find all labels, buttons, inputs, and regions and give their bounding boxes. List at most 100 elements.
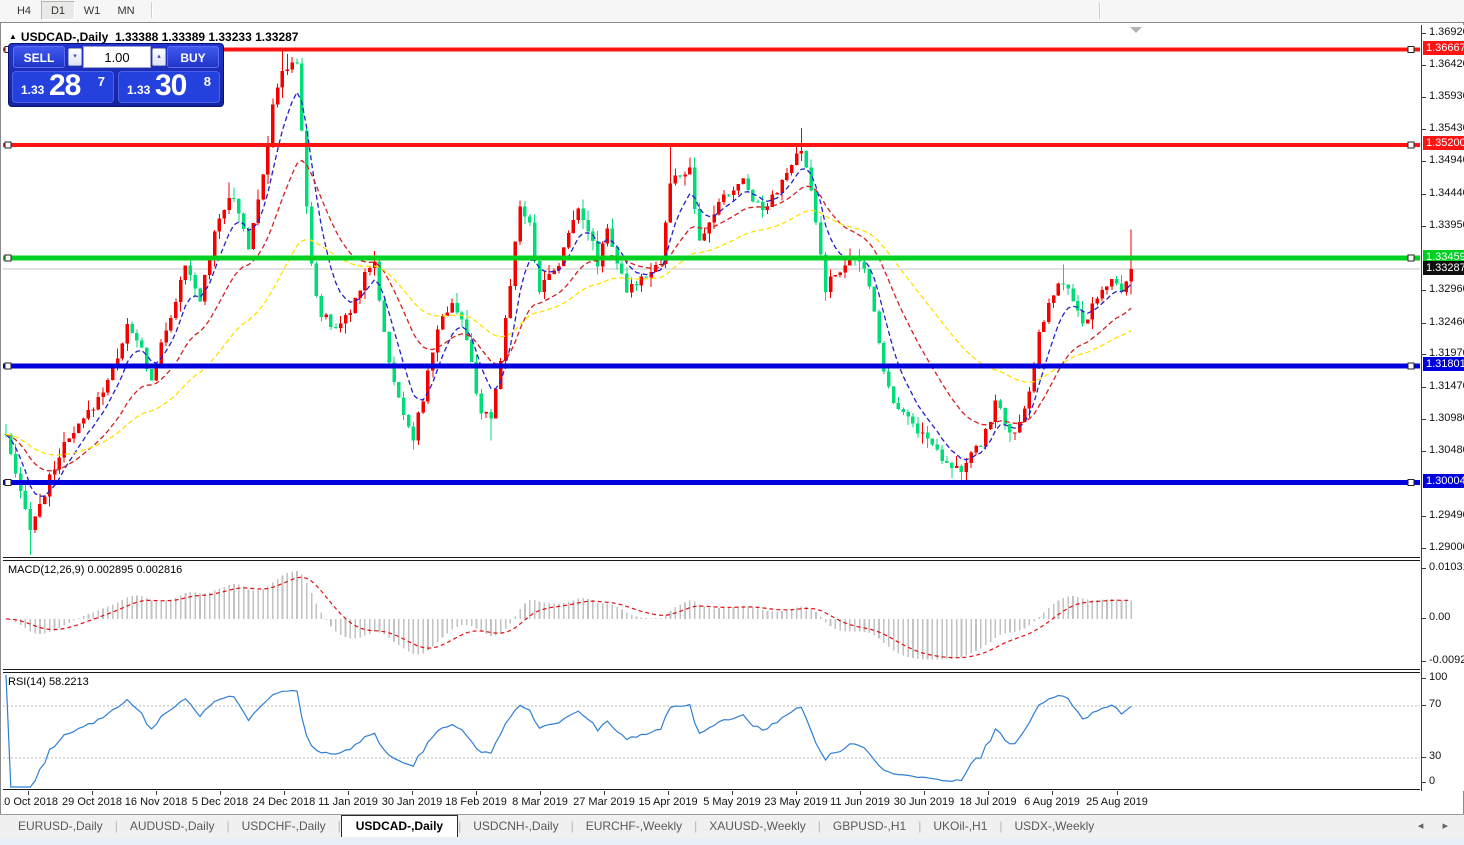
scale-tick-label: 1.31470 <box>1429 380 1464 392</box>
price-line-badge: 1.33459 <box>1423 250 1464 264</box>
chart-tab-usdcnhdaily[interactable]: USDCNH-,Daily <box>473 819 559 833</box>
scale-tick-label: -0.009203 <box>1429 654 1464 666</box>
tab-scroll-right-icon[interactable]: ▸ <box>1442 820 1448 832</box>
date-label: 16 Nov 2018 <box>124 796 188 808</box>
macd-label: MACD(12,26,9) 0.002895 0.002816 <box>8 564 183 576</box>
scale-tick <box>1422 548 1426 549</box>
date-tick <box>284 791 285 795</box>
chart-tab-xauusdweekly[interactable]: XAUUSD-,Weekly <box>709 819 806 833</box>
buy-price-display[interactable]: 1.33 30 8 <box>118 69 220 103</box>
scale-tick-label: 0.00 <box>1429 611 1451 623</box>
chart-tab-bar: EURUSD-,Daily | AUDUSD-,Daily | USDCHF-,Dail… <box>0 814 1464 839</box>
date-tick <box>860 791 861 795</box>
tab-separator: | <box>226 819 230 833</box>
scale-tick-label: 1.29490 <box>1429 509 1464 521</box>
collapse-triangle-icon[interactable]: ▲ <box>9 32 17 41</box>
buy-price-pip: 8 <box>203 74 211 89</box>
date-label: 30 Jun 2019 <box>893 796 955 808</box>
chart-tab-ukoilh1[interactable]: UKOil-,H1 <box>933 819 988 833</box>
scale-tick-label: 1.36420 <box>1429 58 1464 70</box>
chart-title: ▲ USDCAD-,Daily 1.33388 1.33389 1.33233 1… <box>9 30 298 44</box>
tab-separator: | <box>918 819 922 833</box>
scale-tick <box>1422 568 1426 569</box>
date-tick <box>412 791 413 795</box>
sell-price-pip: 7 <box>97 74 105 89</box>
sell-price-prefix: 1.33 <box>21 83 45 97</box>
volume-input[interactable] <box>83 46 151 68</box>
scale-tick-label: 1.30480 <box>1429 444 1464 456</box>
chart-tab-gbpusdh1[interactable]: GBPUSD-,H1 <box>832 819 907 833</box>
scale-tick <box>1422 705 1426 706</box>
timeframe-button-W1[interactable]: W1 <box>83 5 101 17</box>
chart-tab-eurchfweekly[interactable]: EURCHF-,Weekly <box>585 819 683 833</box>
scale-tick-label: 1.32460 <box>1429 316 1464 328</box>
date-label: 30 Jan 2019 <box>381 796 443 808</box>
scale-tick <box>1422 65 1426 66</box>
one-click-trade-panel: SELL ▾ ▴ BUY 1.33 28 7 1.33 30 8 <box>8 43 224 107</box>
sell-price-display[interactable]: 1.33 28 7 <box>12 69 114 103</box>
date-tick <box>348 791 349 795</box>
scale-tick <box>1422 516 1426 517</box>
date-label: 23 May 2019 <box>764 796 828 808</box>
scale-tick <box>1422 161 1426 162</box>
tab-separator: | <box>570 819 574 833</box>
scale-tick-label: 1.29000 <box>1429 541 1464 553</box>
date-label: 8 Mar 2019 <box>512 796 568 808</box>
scale-tick <box>1422 129 1426 130</box>
tab-separator: | <box>817 819 821 833</box>
chart-window: ▲ USDCAD-,Daily 1.33388 1.33389 1.33233 1… <box>0 22 1464 815</box>
chart-tab-audusddaily[interactable]: AUDUSD-,Daily <box>129 819 215 833</box>
chart-tab-usdcaddaily[interactable]: USDCAD-,Daily <box>340 815 459 837</box>
scale-tick-label: 1.31970 <box>1429 347 1464 359</box>
toolbar-separator <box>1099 2 1101 19</box>
date-tick <box>28 791 29 795</box>
date-label: 5 May 2019 <box>703 796 761 808</box>
scale-tick-label: 30 <box>1429 750 1442 762</box>
scale-tick-label: 1.35430 <box>1429 122 1464 134</box>
tab-scroll-left-icon[interactable]: ◂ <box>1417 820 1424 832</box>
date-axis[interactable]: 10 Oct 2018 29 Oct 2018 16 Nov 2018 5 Dec 2… <box>3 791 1420 813</box>
rsi-label: RSI(14) 58.2213 <box>8 676 89 688</box>
date-label: 18 Feb 2019 <box>445 796 507 808</box>
tab-separator: | <box>337 819 341 833</box>
chart-tab-eurusddaily[interactable]: EURUSD-,Daily <box>18 819 103 833</box>
price-line-badge: 1.30004 <box>1423 474 1464 488</box>
chart-tab-usdchfdaily[interactable]: USDCHF-,Daily <box>241 819 326 833</box>
scale-tick <box>1422 678 1426 679</box>
timeframe-button-D1[interactable]: D1 <box>41 1 75 20</box>
date-label: 15 Apr 2019 <box>638 796 698 808</box>
chart-tab-usdxweekly[interactable]: USDX-,Weekly <box>1014 819 1095 833</box>
scale-tick-label: 1.32960 <box>1429 283 1464 295</box>
scale-tick <box>1422 782 1426 783</box>
tab-separator: | <box>458 819 462 833</box>
window-bottom-edge <box>0 838 1464 845</box>
timeframe-button-MN[interactable]: MN <box>117 5 135 17</box>
date-tick <box>1052 791 1053 795</box>
timeframe-toolbar: H4 D1 W1 MN <box>0 0 1464 23</box>
price-line-badge: 1.33287 <box>1423 261 1464 275</box>
timeframe-button-H4[interactable]: H4 <box>16 5 32 17</box>
macd-pane[interactable]: MACD(12,26,9) 0.002895 0.002816 <box>3 560 1420 670</box>
price-line-badge: 1.35200 <box>1423 136 1464 150</box>
tab-separator: | <box>999 819 1003 833</box>
buy-button[interactable]: BUY <box>167 46 219 68</box>
price-scale[interactable]: 1.36920 1.36420 1.35930 1.35430 1.34940 1.344… <box>1421 25 1464 791</box>
scale-tick <box>1422 33 1426 34</box>
scale-tick-label: 1.34440 <box>1429 187 1464 199</box>
date-label: 29 Oct 2018 <box>62 796 122 808</box>
date-label: 6 Aug 2019 <box>1024 796 1080 808</box>
sell-button[interactable]: SELL <box>13 46 65 68</box>
scale-tick <box>1422 323 1426 324</box>
date-tick <box>604 791 605 795</box>
volume-decrease-button[interactable]: ▾ <box>68 48 82 66</box>
date-tick <box>732 791 733 795</box>
buy-price-prefix: 1.33 <box>127 83 151 97</box>
rsi-pane[interactable]: RSI(14) 58.2213 <box>3 672 1420 790</box>
scale-tick-label: 0.010311 <box>1429 561 1464 573</box>
scale-tick <box>1422 757 1426 758</box>
date-tick <box>1117 791 1118 795</box>
volume-increase-button[interactable]: ▴ <box>152 48 166 66</box>
price-pane[interactable] <box>3 25 1420 558</box>
date-tick <box>220 791 221 795</box>
scale-tick <box>1422 387 1426 388</box>
